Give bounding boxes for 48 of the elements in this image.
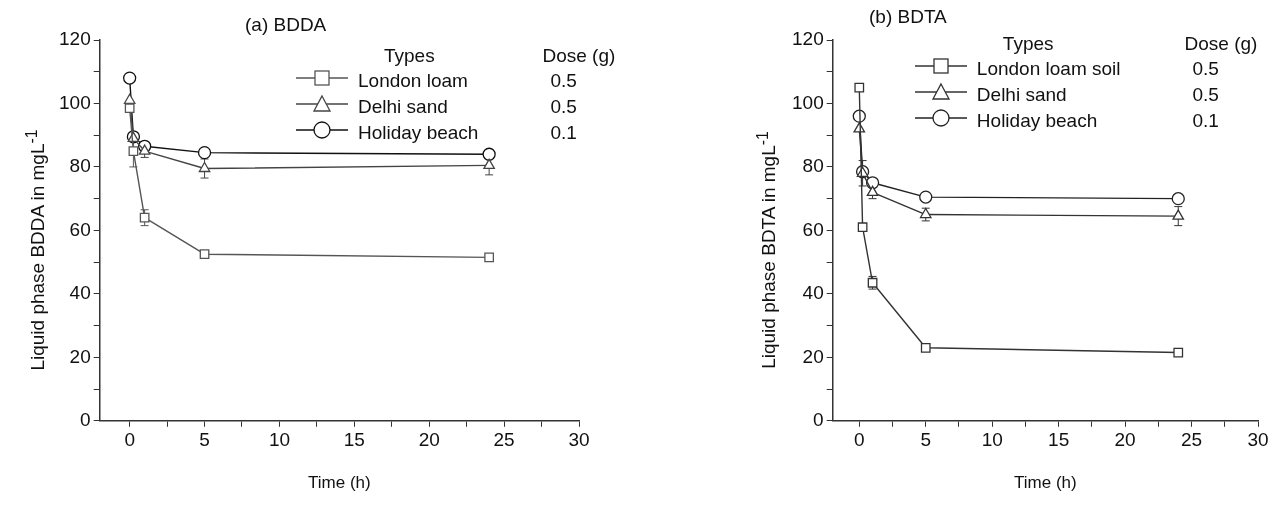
- x-tick-label: 10: [268, 429, 291, 451]
- x-tick-label: 30: [1247, 429, 1269, 451]
- legend-label: Delhi sand: [357, 95, 449, 119]
- y-tick-label: 100: [59, 91, 91, 113]
- x-tick-label: 20: [1114, 429, 1136, 451]
- x-tick-label: 0: [853, 429, 865, 451]
- legend-label: Holiday beach: [357, 121, 480, 145]
- annotation: Dose (g): [541, 44, 617, 68]
- y-tick-label: 120: [59, 28, 91, 50]
- y-tick-label: 40: [802, 282, 824, 304]
- annotation: 0.5: [1191, 83, 1220, 107]
- y-tick-label: 20: [802, 345, 824, 367]
- x-tick-label: 15: [1048, 429, 1070, 451]
- y-tick-label: 20: [69, 345, 91, 367]
- chart-title: (a) BDDA: [245, 14, 327, 36]
- y-tick-label: 0: [813, 409, 824, 431]
- legend-label: Holiday beach: [975, 109, 1099, 133]
- x-tick-label: 5: [920, 429, 932, 451]
- legend-label: London loam: [357, 69, 469, 93]
- x-tick-label: 20: [418, 429, 440, 451]
- x-tick-label: 10: [981, 429, 1003, 451]
- annotation: 0.5: [549, 69, 578, 93]
- x-tick-label: 5: [199, 429, 210, 451]
- x-axis-title: Time (h): [1014, 473, 1077, 493]
- annotation: 0.5: [549, 95, 578, 119]
- x-tick-label: 15: [343, 429, 365, 451]
- legend-label: London loam soil: [975, 57, 1122, 81]
- y-tick-label: 100: [792, 91, 824, 113]
- chart-title: (b) BDTA: [869, 6, 947, 28]
- y-tick-label: 120: [792, 28, 824, 50]
- legend-label: Delhi sand: [975, 83, 1068, 107]
- y-tick-label: 40: [69, 282, 91, 304]
- x-tick-label: 0: [124, 429, 135, 451]
- y-tick-label: 60: [802, 218, 824, 240]
- x-tick-label: 25: [1180, 429, 1203, 451]
- annotation: 0.5: [1191, 57, 1220, 81]
- y-tick-label: 60: [69, 218, 91, 240]
- legend-title: Types: [383, 44, 436, 68]
- y-tick-label: 0: [80, 409, 91, 431]
- x-axis-title: Time (h): [308, 473, 371, 493]
- y-tick-label: 80: [802, 155, 824, 177]
- annotation: Dose (g): [1183, 32, 1259, 56]
- x-tick-label: 25: [493, 429, 515, 451]
- annotation: 0.1: [1191, 109, 1220, 133]
- x-tick-label: 30: [568, 429, 590, 451]
- y-tick-label: 80: [69, 155, 91, 177]
- legend-title: Types: [1001, 32, 1055, 56]
- annotation: 0.1: [549, 121, 578, 145]
